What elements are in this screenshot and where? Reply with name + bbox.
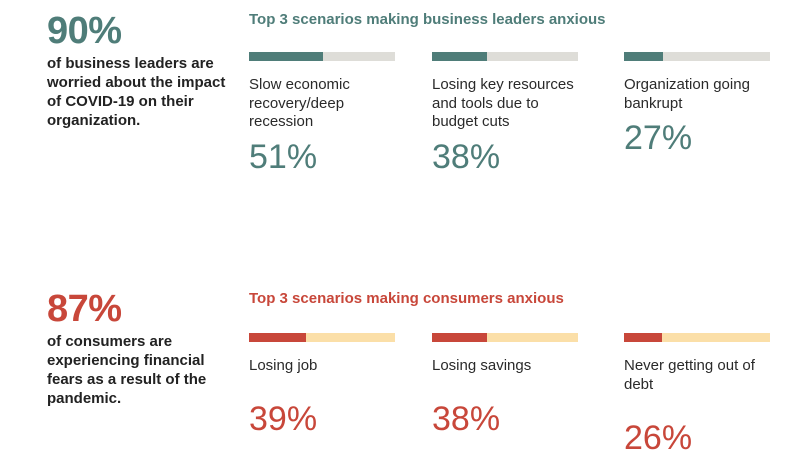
business-scenario-card: Losing key resources and tools due to bu… [432,52,578,174]
progress-bar [432,52,578,61]
consumer-scenario-card: Losing savings 38% [432,333,578,436]
scenario-label: Losing savings [432,357,532,374]
business-heading: Top 3 scenarios making business leaders … [249,11,606,28]
scenario-percent: 39% [249,400,318,438]
business-scenario-card: Organization going bankrupt 27% [624,52,770,155]
consumers-section: 87% of consumers are experiencing financ… [0,280,794,455]
progress-bar-fill [624,333,662,342]
consumer-scenario-card: Losing job 39% [249,333,395,436]
scenario-percent: 38% [432,400,501,438]
scenario-label: Losing key resources and tools due to bu… [432,76,574,130]
progress-bar-fill [432,52,488,61]
scenario-label: Slow economic recovery/deep recession [249,76,350,130]
progress-bar [249,333,395,342]
business-description: of business leaders are worried about th… [47,55,226,129]
progress-bar [249,52,395,61]
scenario-percent: 51% [249,138,318,176]
scenario-label: Losing job [249,357,318,374]
consumer-scenario-card: Never getting out of debt 26% [624,333,770,455]
progress-bar-fill [249,52,324,61]
progress-bar-fill [624,52,664,61]
scenario-percent: 27% [624,119,693,157]
scenario-percent: 38% [432,138,501,176]
progress-bar [624,333,770,342]
progress-bar [432,333,578,342]
business-scenario-card: Slow economic recovery/deep recession 51… [249,52,395,174]
business-stat: 90% [47,10,122,52]
consumers-stat: 87% [47,288,122,330]
scenario-label: Organization going bankrupt [624,76,750,112]
scenario-label: Never getting out of debt [624,357,755,393]
scenario-percent: 26% [624,419,693,457]
consumers-description: of consumers are experiencing financial … [47,333,207,407]
consumers-heading: Top 3 scenarios making consumers anxious [249,290,564,307]
business-leaders-section: 90% of business leaders are worried abou… [0,0,794,200]
progress-bar [624,52,770,61]
progress-bar-fill [432,333,488,342]
progress-bar-fill [249,333,306,342]
